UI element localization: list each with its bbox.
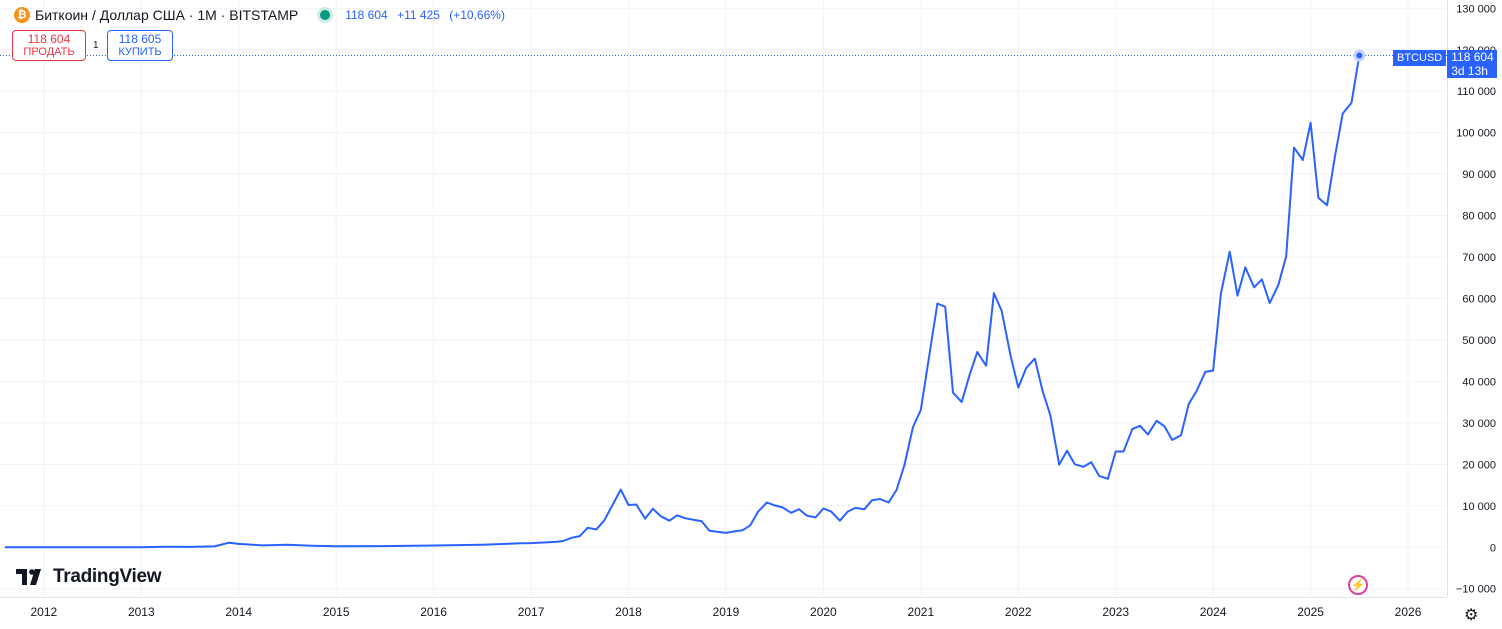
bitcoin-icon: ₿ bbox=[14, 7, 30, 23]
x-tick-label: 2018 bbox=[615, 605, 642, 619]
y-tick-label: 50 000 bbox=[1462, 335, 1496, 347]
x-tick-label: 2020 bbox=[810, 605, 837, 619]
market-open-icon bbox=[320, 10, 331, 20]
price-tag-value: 118 604 bbox=[1451, 50, 1494, 64]
y-tick-label: 20 000 bbox=[1462, 459, 1496, 471]
tradingview-logo-icon bbox=[16, 569, 41, 585]
legend-change: +11 425 bbox=[397, 8, 440, 22]
grid bbox=[0, 0, 1447, 597]
y-tick-label: 30 000 bbox=[1462, 418, 1496, 430]
y-tick-label: 100 000 bbox=[1456, 128, 1496, 140]
sell-label: ПРОДАТЬ bbox=[23, 45, 75, 58]
x-tick-label: 2022 bbox=[1005, 605, 1032, 619]
tradingview-logo-text: TradingView bbox=[53, 566, 162, 587]
lightning-icon[interactable]: ⚡ bbox=[1348, 575, 1368, 595]
gear-icon[interactable]: ⚙ bbox=[1464, 607, 1479, 624]
y-tick-label: 60 000 bbox=[1462, 294, 1496, 306]
buy-button[interactable]: 118 605 КУПИТЬ bbox=[107, 30, 173, 61]
x-tick-label: 2012 bbox=[30, 605, 57, 619]
spread-value: 1 bbox=[93, 40, 99, 51]
last-point bbox=[1356, 52, 1363, 59]
y-tick-label: 90 000 bbox=[1462, 169, 1496, 181]
axes bbox=[0, 0, 1448, 598]
buy-price: 118 605 bbox=[118, 31, 162, 46]
sell-button[interactable]: 118 604 ПРОДАТЬ bbox=[12, 30, 86, 61]
x-tick-label: 2013 bbox=[128, 605, 155, 619]
x-tick-label: 2015 bbox=[323, 605, 350, 619]
last-price-marker-layer bbox=[0, 49, 1447, 62]
y-tick-label: 110 000 bbox=[1457, 86, 1496, 98]
legend-quote: 118 604 +11 425 (+10,66%) bbox=[345, 8, 511, 22]
price-line bbox=[4, 55, 1361, 549]
y-tick-label: 130 000 bbox=[1456, 3, 1496, 15]
y-tick-label: 70 000 bbox=[1462, 252, 1496, 264]
symbol-title[interactable]: Биткоин / Доллар США · 1M · BITSTAMP bbox=[35, 7, 299, 23]
symbol-legend[interactable]: ₿ Биткоин / Доллар США · 1M · BITSTAMP 1… bbox=[14, 6, 511, 24]
price-tag-value-box: 118 604 3d 13h bbox=[1447, 50, 1498, 78]
buy-label: КУПИТЬ bbox=[118, 45, 162, 58]
x-tick-label: 2016 bbox=[420, 605, 447, 619]
x-tick-label: 2017 bbox=[518, 605, 545, 619]
y-tick-label: 0 bbox=[1490, 542, 1496, 554]
y-tick-label: −10 000 bbox=[1456, 584, 1496, 596]
price-tag: BTCUSD 118 604 3d 13h bbox=[1393, 50, 1498, 78]
tradingview-logo[interactable]: TradingView bbox=[16, 566, 162, 588]
price-tag-countdown: 3d 13h bbox=[1451, 64, 1488, 78]
price-tag-symbol: BTCUSD bbox=[1393, 50, 1447, 66]
x-tick-label: 2014 bbox=[225, 605, 252, 619]
y-tick-label: 10 000 bbox=[1462, 501, 1496, 513]
x-tick-label: 2026 bbox=[1395, 605, 1422, 619]
x-tick-label: 2025 bbox=[1297, 605, 1324, 619]
y-tick-label: 40 000 bbox=[1462, 376, 1496, 388]
x-tick-label: 2019 bbox=[713, 605, 740, 619]
y-tick-label: 80 000 bbox=[1462, 211, 1496, 223]
series-layer bbox=[4, 55, 1361, 549]
sell-price: 118 604 bbox=[27, 31, 71, 46]
y-axis-labels: −10 000 0 10 000 20 000 30 000 40 000 50 000 60… bbox=[1456, 3, 1496, 595]
x-axis-labels: 2012 2013 2014 2015 2016 2017 2018 2019 2020 2021… bbox=[30, 605, 1421, 619]
x-tick-label: 2021 bbox=[907, 605, 934, 619]
legend-change-percent: (+10,66%) bbox=[449, 8, 505, 22]
legend-last-price: 118 604 bbox=[345, 8, 388, 22]
x-tick-label: 2024 bbox=[1200, 605, 1227, 619]
x-tick-label: 2023 bbox=[1102, 605, 1129, 619]
